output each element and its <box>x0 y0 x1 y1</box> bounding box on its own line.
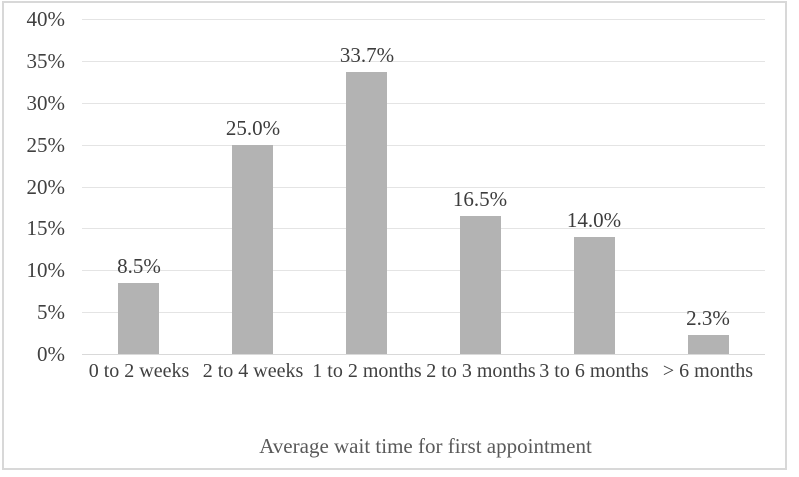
bar <box>460 216 501 354</box>
gridline <box>82 19 765 20</box>
y-axis-tick-label: 0% <box>37 342 65 366</box>
y-axis-tick-label: 35% <box>26 49 66 73</box>
y-axis-tick-label: 15% <box>26 216 66 240</box>
gridline <box>82 187 765 188</box>
chart-frame: 0% 5% 10% 15% 20% 25% 30% 35% 40% 8.5% 25.0% 33.7%… <box>2 1 787 470</box>
x-axis-category-label: 1 to 2 months <box>312 360 422 382</box>
y-axis-tick-label: 10% <box>26 258 66 282</box>
x-axis-category-label: 3 to 6 months <box>539 360 649 382</box>
bar-value-label: 25.0% <box>225 116 281 140</box>
bar-value-label: 33.7% <box>339 43 395 67</box>
bar <box>574 237 615 354</box>
x-axis-category-label: > 6 months <box>662 360 754 382</box>
y-axis-tick-label: 25% <box>26 133 66 157</box>
y-axis-tick-label: 30% <box>26 91 66 115</box>
gridline <box>82 61 765 62</box>
bar <box>346 72 387 354</box>
bar-value-label: 2.3% <box>686 306 730 330</box>
x-axis-category-label: 2 to 4 weeks <box>202 360 304 382</box>
y-axis-tick-label: 5% <box>37 300 65 324</box>
y-axis-tick-label: 40% <box>26 7 66 31</box>
bar <box>232 145 273 354</box>
bar <box>688 335 729 354</box>
gridline <box>82 145 765 146</box>
gridline <box>82 312 765 313</box>
x-axis-category-label: 0 to 2 weeks <box>88 360 190 382</box>
bar-value-label: 14.0% <box>566 208 622 232</box>
gridline <box>82 103 765 104</box>
bar-value-label: 8.5% <box>117 254 161 278</box>
gridline <box>82 270 765 271</box>
gridline <box>82 228 765 229</box>
y-axis-tick-label: 20% <box>26 175 66 199</box>
bar-value-label: 16.5% <box>452 187 508 211</box>
x-axis-title: Average wait time for first appointment <box>259 434 592 458</box>
x-axis-category-label: 2 to 3 months <box>426 360 536 382</box>
x-axis-line <box>82 354 765 355</box>
bar <box>118 283 159 354</box>
